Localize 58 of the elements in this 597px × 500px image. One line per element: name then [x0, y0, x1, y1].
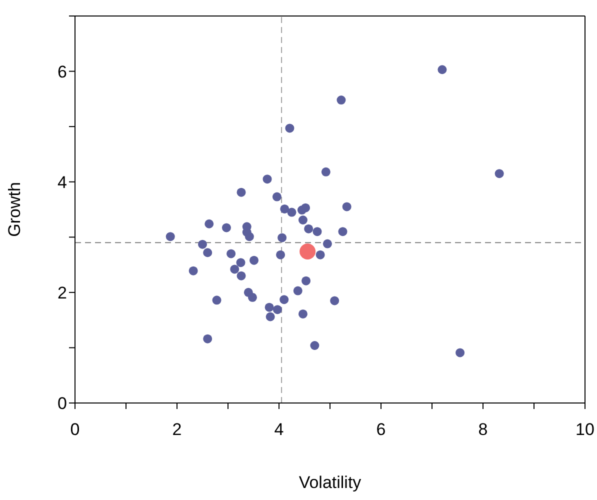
x-tick-label: 6: [376, 420, 386, 440]
y-tick-label: 0: [58, 394, 67, 414]
point: [244, 232, 254, 242]
point: [293, 286, 302, 296]
x-tick-label: 2: [172, 420, 182, 440]
point: [322, 239, 332, 248]
point: [266, 312, 275, 322]
point: [262, 174, 272, 184]
point: [302, 276, 311, 286]
point: [212, 296, 222, 305]
point: [272, 192, 282, 202]
point: [338, 227, 348, 236]
x-tick-label: 0: [70, 420, 80, 440]
point: [222, 223, 231, 232]
point: [236, 271, 246, 280]
point: [301, 203, 310, 212]
y-tick-label: 2: [58, 283, 67, 302]
point: [226, 249, 236, 258]
y-tick-label: 6: [58, 62, 67, 82]
point: [248, 292, 257, 302]
point: [280, 204, 290, 214]
point: [342, 202, 352, 212]
x-tick-label: 10: [576, 420, 594, 440]
point: [236, 258, 246, 268]
point: [316, 250, 325, 260]
point: [272, 305, 282, 314]
point: [280, 295, 289, 304]
point: [198, 240, 207, 249]
point: [204, 219, 214, 228]
point: [300, 244, 316, 260]
point: [438, 65, 447, 74]
y-tick-label: 4: [58, 172, 67, 192]
x-axis-title: Volatility: [298, 473, 362, 492]
point: [298, 216, 308, 225]
point: [456, 348, 465, 358]
point: [166, 232, 175, 242]
point: [494, 169, 504, 178]
point: [250, 256, 259, 265]
point: [304, 224, 314, 234]
point: [203, 248, 212, 258]
point: [298, 309, 308, 318]
point: [276, 250, 286, 260]
point: [230, 264, 240, 274]
point: [264, 302, 274, 312]
x-tick-label: 4: [274, 420, 284, 440]
y-axis-title: Growth: [5, 182, 24, 237]
point: [330, 296, 340, 306]
point: [236, 188, 246, 197]
point: [312, 227, 322, 236]
point: [310, 341, 320, 350]
point: [203, 334, 212, 344]
point: [188, 266, 198, 276]
point: [287, 208, 296, 217]
point: [336, 96, 346, 105]
point: [321, 167, 330, 176]
point: [285, 124, 294, 133]
x-tick-label: 8: [478, 420, 488, 440]
point: [278, 233, 287, 242]
